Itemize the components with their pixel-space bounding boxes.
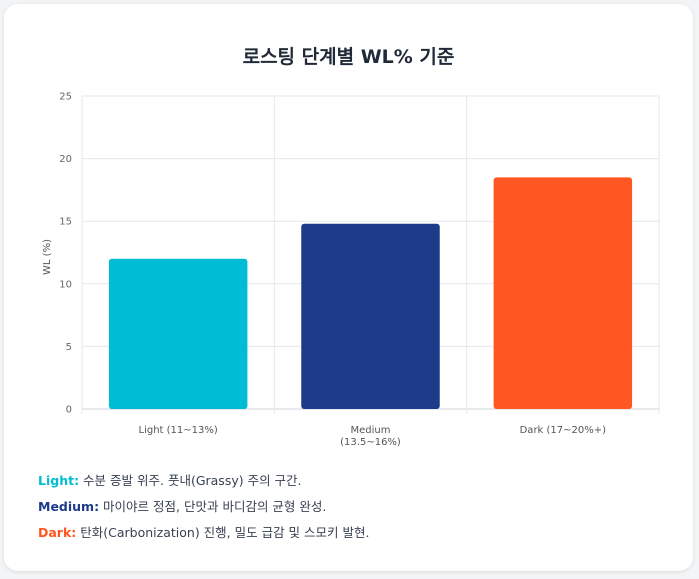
legend-note-medium: Medium: 마이야르 정점, 단맛과 바디감의 균형 완성. [38,496,326,515]
x-tick-label: Light (11~13%) [139,425,218,436]
x-tick-label: (13.5~16%) [340,437,401,448]
y-tick-label: 25 [59,92,72,103]
legend-text-light: 수분 증발 위주. 풋내(Grassy) 주의 구간. [79,473,302,488]
bar [493,177,633,409]
y-tick-label: 10 [59,279,72,290]
x-tick-label: Dark (17~20%+) [520,425,607,436]
x-tick-label: Medium [351,425,391,436]
legend-note-dark: Dark: 탄화(Carbonization) 진행, 밀도 급감 및 스모키 … [38,522,369,541]
bar-chart: 0 5 10 15 20 25 Light (11~13%) Medium(13.5~16%… [42,92,660,448]
legend-key-medium: Medium: [38,499,100,514]
y-tick-labels: 0 5 10 15 20 25 [59,92,72,416]
y-tick-label: 15 [59,217,72,228]
y-tick-label: 5 [66,342,72,353]
bar [108,258,248,409]
y-axis-label: WL (%) [42,239,53,275]
bars [108,177,633,409]
legend-text-dark: 탄화(Carbonization) 진행, 밀도 급감 및 스모키 발현. [76,525,370,540]
legend-key-light: Light: [38,473,80,488]
bar [301,223,440,409]
chart-title: 로스팅 단계별 WL% 기준 [242,46,455,68]
y-tick-label: 0 [66,405,72,416]
x-tick-labels: Light (11~13%) Medium(13.5~16%) Dark (17~2… [139,425,607,448]
y-tick-label: 20 [59,154,72,165]
chart-card: 로스팅 단계별 WL% 기준 0 5 10 15 20 25 Light (11~13%)… [4,4,693,571]
legend-key-dark: Dark: [38,525,77,540]
legend-text-medium: 마이야르 정점, 단맛과 바디감의 균형 완성. [99,499,327,514]
legend-note-light: Light: 수분 증발 위주. 풋내(Grassy) 주의 구간. [38,470,302,489]
